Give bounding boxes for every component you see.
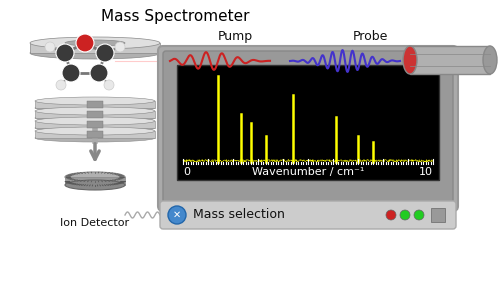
Text: 10: 10 (419, 167, 433, 177)
Ellipse shape (35, 124, 155, 132)
Ellipse shape (30, 37, 160, 49)
Ellipse shape (35, 97, 155, 105)
Ellipse shape (65, 40, 125, 46)
FancyBboxPatch shape (160, 201, 456, 229)
Circle shape (386, 210, 396, 220)
Bar (431, 208, 445, 222)
Bar (35, 101, 155, 108)
Text: 0: 0 (183, 167, 190, 177)
Bar (30, 43, 160, 53)
Text: Mass Spectrometer: Mass Spectrometer (101, 9, 249, 24)
Circle shape (90, 64, 108, 82)
Ellipse shape (403, 46, 417, 74)
Bar (177, 65, 439, 180)
Circle shape (76, 34, 94, 52)
Text: Pump: Pump (218, 30, 252, 43)
Bar (87, 101, 103, 108)
Circle shape (400, 210, 410, 220)
FancyBboxPatch shape (163, 51, 453, 206)
Bar (87, 131, 103, 138)
Bar (87, 121, 103, 128)
Circle shape (45, 42, 55, 52)
Ellipse shape (483, 46, 497, 74)
Bar (35, 111, 155, 118)
Ellipse shape (30, 47, 160, 59)
Circle shape (96, 44, 114, 62)
Text: ✕: ✕ (173, 210, 181, 220)
Bar (35, 121, 155, 128)
Text: Ion Detector: Ion Detector (60, 218, 130, 228)
Circle shape (62, 64, 80, 82)
Circle shape (115, 42, 125, 52)
Bar (87, 111, 103, 118)
Circle shape (414, 210, 424, 220)
Ellipse shape (35, 127, 155, 135)
Circle shape (168, 206, 186, 224)
Bar (35, 131, 155, 138)
Circle shape (56, 44, 74, 62)
Bar (65, 177, 125, 185)
Text: Probe: Probe (352, 30, 388, 43)
Ellipse shape (35, 114, 155, 122)
Circle shape (56, 80, 66, 90)
Ellipse shape (65, 180, 125, 190)
Text: Mass selection: Mass selection (193, 209, 285, 221)
FancyBboxPatch shape (158, 46, 458, 211)
Circle shape (104, 80, 114, 90)
Ellipse shape (35, 134, 155, 142)
Text: Wavenumber / cm⁻¹: Wavenumber / cm⁻¹ (252, 167, 364, 177)
Bar (410, 46, 490, 74)
Ellipse shape (65, 172, 125, 182)
Ellipse shape (35, 104, 155, 112)
Ellipse shape (35, 107, 155, 115)
Ellipse shape (35, 117, 155, 125)
